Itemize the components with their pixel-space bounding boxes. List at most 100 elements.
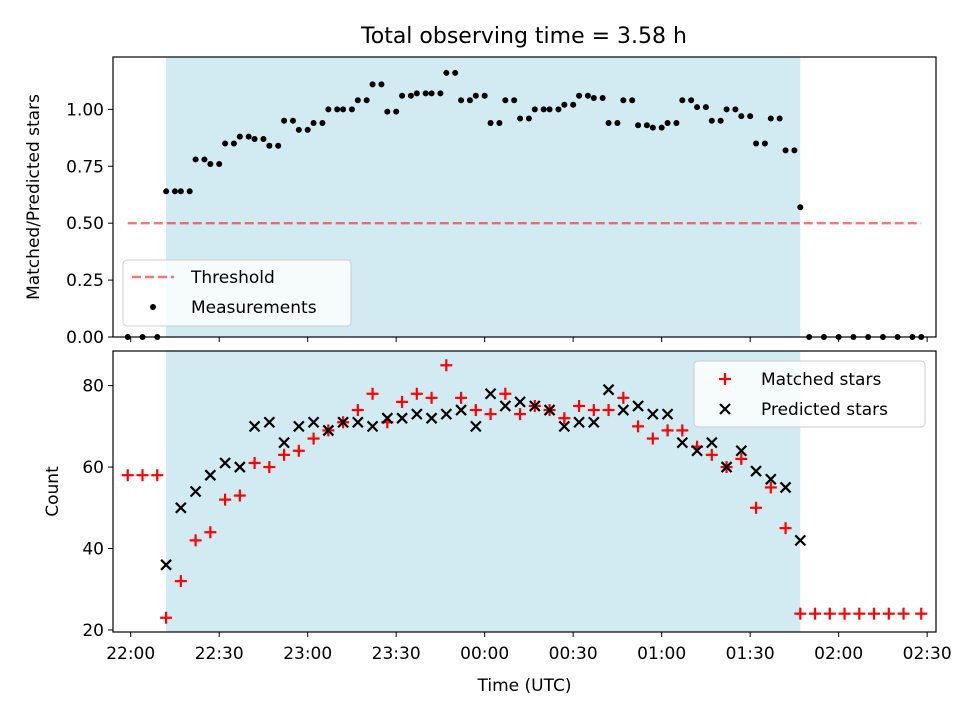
x-b (425, 412, 438, 424)
measurement-point (658, 124, 665, 131)
measurement-point (761, 140, 768, 147)
measurement-point (325, 106, 332, 113)
matched-star-point (735, 452, 748, 465)
predicted-star-point (455, 404, 467, 416)
measurement-point (688, 97, 695, 104)
measurement-point (393, 108, 400, 115)
measurement-point (791, 147, 798, 154)
x-b (750, 465, 762, 477)
measurement-point (664, 120, 671, 127)
count-y-tick-label: 20 (82, 621, 104, 641)
measurement-point (251, 135, 258, 142)
x-b (440, 408, 453, 420)
x-b (219, 457, 231, 469)
x-b (676, 436, 689, 449)
matched-star-point (455, 391, 468, 404)
x-b (411, 408, 423, 420)
figure-title: Total observing time = 3.58 h (360, 24, 687, 49)
matched-star-point (750, 501, 763, 514)
matched-star-point (174, 575, 187, 588)
predicted-star-point (735, 444, 748, 457)
predicted-star-point (293, 420, 305, 433)
matched-star-point (307, 432, 320, 445)
count-x-tick-label: 22:00 (106, 644, 155, 664)
measurement-point (496, 120, 503, 127)
measurement-point (738, 113, 745, 120)
predicted-star-point (779, 481, 792, 494)
matched-star-point (425, 391, 438, 404)
measurement-point (230, 140, 237, 147)
legend-box (693, 360, 926, 428)
matched-star-point (410, 387, 423, 400)
ratio-y-tick-label: 0.25 (66, 271, 104, 291)
measurement-point (458, 97, 465, 104)
measurement-point (304, 126, 311, 133)
matched-star-point (514, 408, 527, 421)
measurement-point (776, 115, 783, 122)
legend-predicted-label: Predicted stars (761, 400, 888, 420)
count-y-tick-label: 60 (82, 458, 104, 478)
matched-star-point (823, 607, 836, 620)
matched-star-point (248, 456, 261, 469)
measurement-point (222, 140, 229, 147)
predicted-star-point (514, 396, 526, 408)
measurement-point (260, 135, 267, 142)
matched-star-point (160, 611, 173, 624)
legend-matched-label: Matched stars (761, 370, 881, 390)
x-b (381, 412, 394, 424)
predicted-star-point (676, 436, 689, 449)
count-x-tick-label: 23:00 (283, 644, 332, 664)
measurement-point (511, 97, 518, 104)
predicted-star-point (543, 404, 556, 416)
measurement-point (171, 188, 178, 195)
measurement-point (295, 126, 302, 133)
matched-star-point (779, 522, 792, 535)
count-x-tick-label: 02:00 (814, 644, 863, 664)
x-b (484, 387, 497, 400)
measurement-point (163, 188, 170, 195)
x-b (499, 400, 512, 412)
measurement-point (275, 142, 282, 149)
measurement-point (673, 120, 680, 127)
measurement-point (422, 90, 429, 97)
measurement-point (192, 156, 199, 163)
x-b (204, 469, 217, 481)
matched-star-point (366, 387, 379, 400)
matched-star-point (499, 387, 512, 400)
matched-star-point (573, 399, 586, 412)
measurement-point (236, 133, 243, 140)
measurement-point (407, 92, 414, 99)
matched-star-point (632, 420, 645, 433)
count-x-tick-label: 02:30 (903, 644, 952, 664)
x-b (735, 444, 748, 457)
count-y-axis-label: Count (43, 466, 63, 517)
count-series-predicted-stars (160, 383, 807, 571)
matched-star-point (440, 359, 453, 372)
x-b (558, 420, 571, 433)
legend-box (122, 259, 352, 327)
count-y-tick-label: 40 (82, 540, 104, 560)
matched-star-point (278, 448, 291, 461)
measurement-point (428, 90, 435, 97)
measurement-point (245, 133, 252, 140)
measurement-point (487, 120, 494, 127)
measurement-point (525, 115, 532, 122)
measurement-point (531, 106, 538, 113)
predicted-star-point (617, 404, 630, 416)
measurement-point (413, 90, 420, 97)
measurement-point (363, 97, 370, 104)
ratio-y-axis-label: Matched/Predicted stars (24, 94, 44, 300)
predicted-star-point (219, 457, 231, 469)
predicted-star-point (189, 485, 202, 498)
ratio-y-tick-label: 0.75 (66, 157, 104, 177)
matched-star-point (764, 481, 777, 494)
measurement-point (614, 120, 621, 127)
x-b (189, 485, 202, 498)
predicted-star-point (794, 534, 807, 547)
x-b (234, 461, 246, 473)
predicted-star-point (558, 420, 571, 433)
x-b (588, 416, 600, 429)
x-b (322, 424, 335, 437)
measurement-point (201, 156, 208, 163)
measurement-point (399, 92, 406, 99)
